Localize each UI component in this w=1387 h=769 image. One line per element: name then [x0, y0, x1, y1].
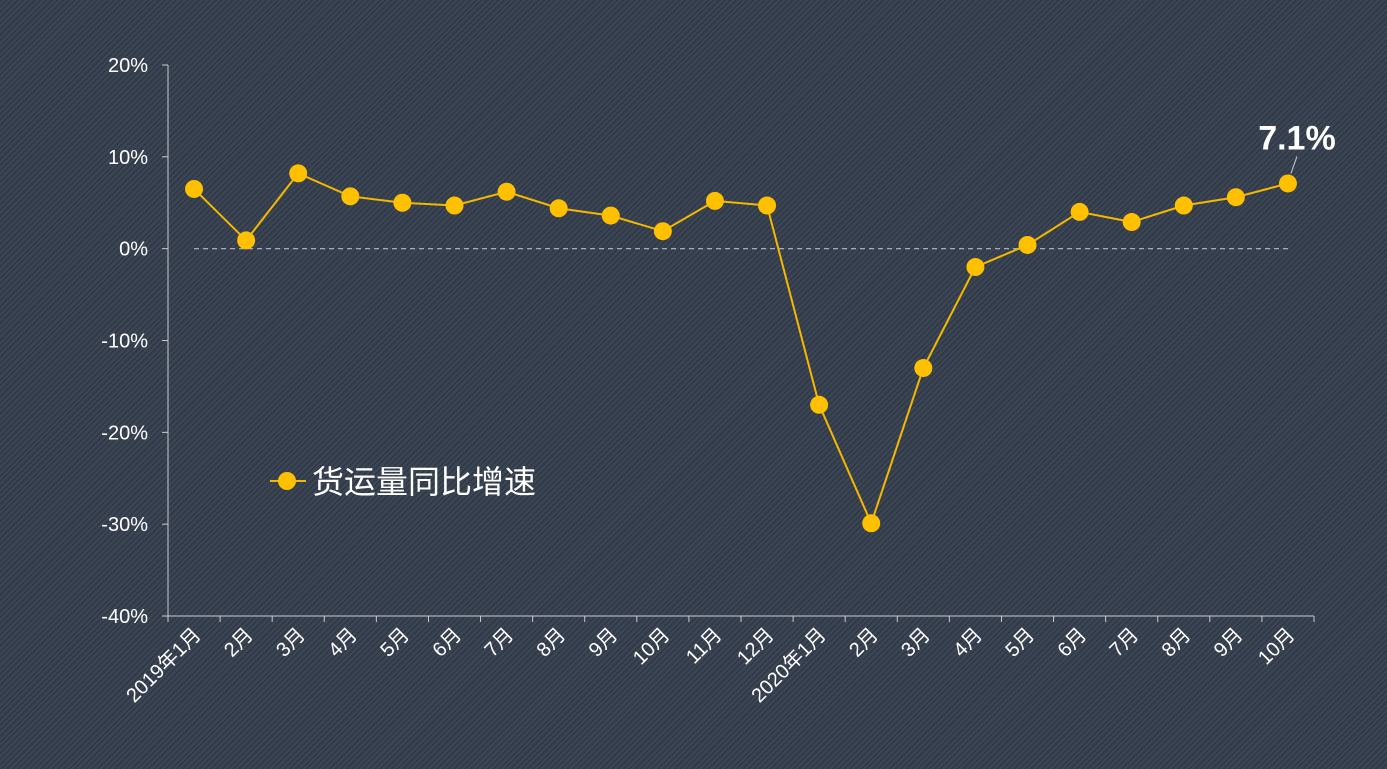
x-tick-label: 8月 [533, 624, 571, 662]
annotation-leader-line [1290, 156, 1298, 174]
data-point [341, 187, 360, 206]
y-tick-label: 10% [108, 147, 148, 169]
data-point [1174, 196, 1193, 215]
series-line [193, 172, 1289, 527]
data-point [1278, 174, 1297, 193]
y-tick-label: 0% [119, 239, 148, 261]
x-tick-label: 9月 [1210, 624, 1248, 662]
x-tick-label: 6月 [1054, 624, 1092, 662]
x-tick-label: 12月 [733, 624, 778, 669]
annotation-label-last-value: 7.1% [1258, 119, 1336, 157]
data-point [1122, 213, 1141, 232]
legend-marker-swatch [278, 472, 296, 490]
data-point [758, 196, 777, 215]
x-tick-label: 10月 [629, 624, 674, 669]
data-point [289, 164, 308, 183]
x-tick-label: 7月 [1106, 624, 1144, 662]
data-point [810, 395, 829, 414]
data-point [497, 182, 516, 201]
y-tick-label: 20% [108, 55, 148, 77]
x-tick-label: 9月 [585, 624, 623, 662]
y-tick-label: -40% [101, 606, 148, 628]
x-tick-label: 8月 [1158, 624, 1196, 662]
x-tick-label: 4月 [949, 624, 987, 662]
data-point [1018, 235, 1037, 254]
data-point [237, 231, 256, 250]
x-tick-label: 5月 [376, 624, 414, 662]
x-tick-label: 3月 [897, 624, 935, 662]
data-point [601, 206, 620, 225]
x-tick-label: 2019年1月 [122, 623, 206, 707]
data-point [393, 193, 412, 212]
y-tick-label: -20% [101, 422, 148, 444]
data-point [185, 179, 204, 198]
x-tick-label: 11月 [682, 624, 726, 668]
legend-label: 货运量同比增速 [312, 463, 536, 501]
y-tick-label: -10% [101, 331, 148, 353]
legend: 货运量同比增速 [270, 463, 536, 501]
y-tick-label: -30% [101, 514, 148, 536]
x-tick-label: 2月 [845, 624, 883, 662]
x-tick-label: 2月 [220, 624, 258, 662]
data-point [549, 199, 568, 218]
x-tick-label: 4月 [324, 624, 362, 662]
x-tick-label: 5月 [1001, 624, 1039, 662]
data-point [445, 196, 464, 215]
data-point [862, 514, 881, 533]
annotation: 7.1% [1258, 119, 1336, 174]
x-tick-label: 3月 [272, 624, 310, 662]
data-point [705, 191, 724, 210]
data-point [1226, 188, 1245, 207]
x-tick-label: 7月 [481, 624, 519, 662]
x-tick-label: 6月 [428, 624, 466, 662]
plot-area [185, 164, 1297, 533]
axes: -40% -30% -20% -10% 0% 10% 20% 2019年1月 2月 3月 4月 5月 6… [101, 55, 1315, 707]
data-point [966, 258, 985, 277]
data-point [1070, 202, 1089, 221]
x-tick-label: 10月 [1254, 624, 1299, 669]
data-point [914, 359, 933, 378]
data-point [653, 222, 672, 241]
